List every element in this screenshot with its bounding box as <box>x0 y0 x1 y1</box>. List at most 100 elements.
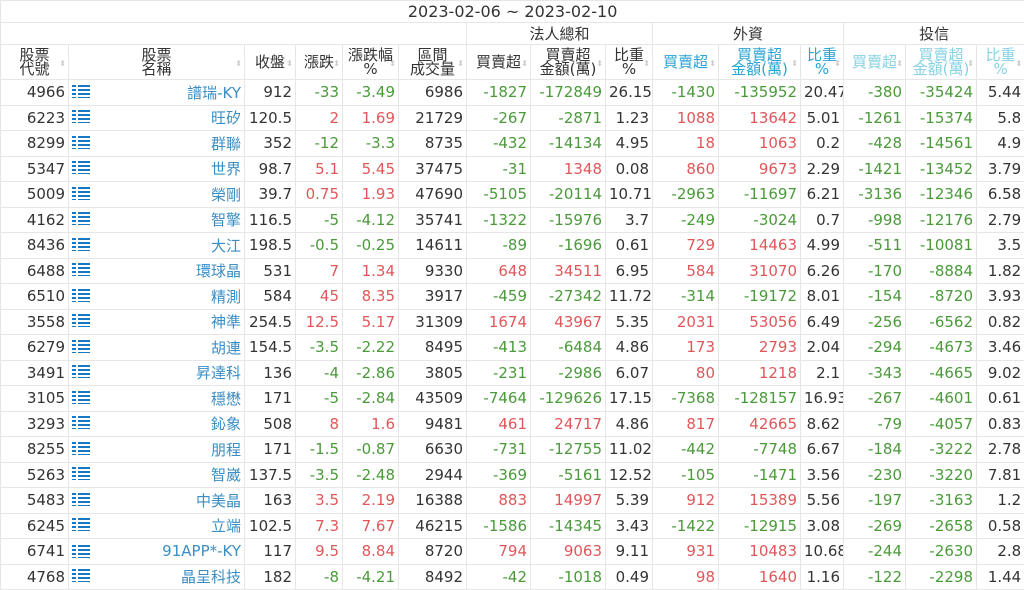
sort-icon[interactable]: ⬍ <box>967 59 974 68</box>
sort-icon[interactable]: ⬍ <box>457 59 464 68</box>
cell-stock-name[interactable]: 晶呈科技 <box>68 563 245 590</box>
sort-icon[interactable]: ⬍ <box>333 59 340 68</box>
table-row[interactable]: 6741 91APP*-KY 117 9.5 8.84 8720 794 9063 9.11 93… <box>0 538 1024 565</box>
list-icon[interactable] <box>72 569 90 583</box>
header-trust-amount[interactable]: 買賣超 金額(萬) ⬍ <box>905 44 977 80</box>
stock-name-link[interactable]: 智崴 <box>210 466 241 485</box>
stock-name-link[interactable]: 譜瑞-KY <box>187 83 241 102</box>
stock-name-link[interactable]: 世界 <box>210 160 241 179</box>
list-icon[interactable] <box>72 492 90 506</box>
sort-icon[interactable]: ⬍ <box>521 59 528 68</box>
table-row[interactable]: 3558 神準 254.5 12.5 5.17 31309 1674 43967 5.35 203… <box>0 308 1024 335</box>
list-icon[interactable] <box>72 314 90 328</box>
stock-name-link[interactable]: 立端 <box>210 517 241 536</box>
cell-stock-name[interactable]: 神準 <box>68 308 245 335</box>
sort-icon[interactable]: ⬍ <box>286 59 293 68</box>
list-icon[interactable] <box>72 416 90 430</box>
table-row[interactable]: 5009 榮剛 39.7 0.75 1.93 47690 -5105 -20114 10.71-… <box>0 181 1024 208</box>
table-row[interactable]: 6510 精測 584 45 8.35 3917 -459 -27342 11.72 -314 -1… <box>0 283 1024 310</box>
cell-stock-name[interactable]: 智擎 <box>68 206 245 233</box>
table-row[interactable]: 4768 晶呈科技 182 -8 -4.21 8492 -42 -1018 0.49 98 1640… <box>0 563 1024 590</box>
table-row[interactable]: 4966 譜瑞-KY 912 -33 -3.49 6986 -1827 -172849 26.1… <box>0 79 1024 106</box>
sort-icon[interactable]: ⬍ <box>896 59 903 68</box>
table-row[interactable]: 3293 鈊象 508 8 1.6 9481 461 24717 4.86 817 42665 8.6… <box>0 410 1024 437</box>
sort-icon[interactable]: ⬍ <box>709 59 716 68</box>
table-row[interactable]: 5483 中美晶 163 3.5 2.19 16388 883 14997 5.39 912 153… <box>0 487 1024 514</box>
stock-name-link[interactable]: 胡連 <box>210 338 241 357</box>
list-icon[interactable] <box>72 135 90 149</box>
stock-name-link[interactable]: 中美晶 <box>195 491 241 510</box>
header-trust-ratio[interactable]: 比重% ⬍ <box>975 44 1024 80</box>
stock-name-link[interactable]: 91APP*-KY <box>162 542 241 561</box>
table-row[interactable]: 3491 昇達科 136 -4 -2.86 3805 -231 -2986 6.07 80 1218… <box>0 359 1024 386</box>
list-icon[interactable] <box>72 161 90 175</box>
table-row[interactable]: 3105 穩懋 171 -5 -2.84 43509 -7464 -129626 17.15 -7… <box>0 385 1024 412</box>
header-inst-net[interactable]: 買賣超 ⬍ <box>466 44 531 80</box>
list-icon[interactable] <box>72 212 90 226</box>
header-inst-ratio[interactable]: 比重% ⬍ <box>605 44 653 80</box>
list-icon[interactable] <box>72 263 90 277</box>
sort-icon[interactable]: ⬍ <box>1015 59 1023 68</box>
stock-name-link[interactable]: 大江 <box>210 236 241 255</box>
cell-stock-name[interactable]: 中美晶 <box>68 487 245 514</box>
table-row[interactable]: 8299 群聯 352 -12 -3.3 8735 -432 -14134 4.95 18 1063… <box>0 130 1024 157</box>
table-row[interactable]: 8255 朋程 171 -1.5 -0.87 6630 -731 -12755 11.02 -44… <box>0 436 1024 463</box>
list-icon[interactable] <box>72 545 90 559</box>
header-foreign-ratio[interactable]: 比重% ⬍ <box>800 44 844 80</box>
stock-name-link[interactable]: 旺矽 <box>210 109 241 128</box>
sort-icon[interactable]: ⬍ <box>59 59 66 68</box>
list-icon[interactable] <box>72 365 90 379</box>
sort-icon[interactable]: ⬍ <box>834 59 841 68</box>
stock-name-link[interactable]: 群聯 <box>210 134 241 153</box>
cell-stock-name[interactable]: 91APP*-KY <box>68 538 245 565</box>
sort-icon[interactable]: ⬍ <box>596 59 603 68</box>
cell-stock-name[interactable]: 群聯 <box>68 130 245 157</box>
list-icon[interactable] <box>72 467 90 481</box>
table-row[interactable]: 6223 旺矽 120.5 2 1.69 21729 -267 -2871 1.23 1088 13… <box>0 104 1024 131</box>
sort-icon[interactable]: ⬍ <box>235 59 242 68</box>
header-volume[interactable]: 區間 成交量 ⬍ <box>398 44 467 80</box>
cell-stock-name[interactable]: 鈊象 <box>68 410 245 437</box>
table-row[interactable]: 6279 胡連 154.5 -3.5 -2.22 8495 -413 -6484 4.86 173… <box>0 334 1024 361</box>
table-row[interactable]: 6245 立端 102.5 7.3 7.67 46215 -1586 -14345 3.43 -1… <box>0 512 1024 539</box>
sort-icon[interactable]: ⬍ <box>643 59 650 68</box>
cell-stock-name[interactable]: 大江 <box>68 232 245 259</box>
list-icon[interactable] <box>72 84 90 98</box>
cell-stock-name[interactable]: 譜瑞-KY <box>68 79 245 106</box>
cell-stock-name[interactable]: 朋程 <box>68 436 245 463</box>
header-stock-name[interactable]: 股票 名稱 ⬍ <box>68 44 245 80</box>
cell-stock-name[interactable]: 旺矽 <box>68 104 245 131</box>
header-change-pct[interactable]: 漲跌幅% ⬍ <box>342 44 399 80</box>
table-row[interactable]: 5263 智崴 137.5 -3.5 -2.48 2944 -369 -5161 12.52 -1… <box>0 461 1024 488</box>
stock-name-link[interactable]: 昇達科 <box>195 364 241 383</box>
header-foreign-amount[interactable]: 買賣超 金額(萬) ⬍ <box>718 44 801 80</box>
header-change[interactable]: 漲跌 ⬍ <box>295 44 343 80</box>
cell-stock-name[interactable]: 世界 <box>68 155 245 182</box>
cell-stock-name[interactable]: 昇達科 <box>68 359 245 386</box>
stock-name-link[interactable]: 環球晶 <box>195 262 241 281</box>
cell-stock-name[interactable]: 穩懋 <box>68 385 245 412</box>
cell-stock-name[interactable]: 立端 <box>68 512 245 539</box>
cell-stock-name[interactable]: 環球晶 <box>68 257 245 284</box>
table-row[interactable]: 8436 大江 198.5 -0.5 -0.25 14611 -89 -1696 0.61 729… <box>0 232 1024 259</box>
list-icon[interactable] <box>72 186 90 200</box>
stock-name-link[interactable]: 朋程 <box>210 440 241 459</box>
table-row[interactable]: 4162 智擎 116.5 -5 -4.12 35741 -1322 -15976 3.7 -24… <box>0 206 1024 233</box>
stock-name-link[interactable]: 智擎 <box>210 211 241 230</box>
stock-name-link[interactable]: 鈊象 <box>210 415 241 434</box>
table-row[interactable]: 5347 世界 98.7 5.1 5.45 37475 -31 1348 0.08 860 9673… <box>0 155 1024 182</box>
header-close[interactable]: 收盤 ⬍ <box>244 44 296 80</box>
list-icon[interactable] <box>72 390 90 404</box>
sort-icon[interactable]: ⬍ <box>791 59 798 68</box>
header-trust-net[interactable]: 買賣超 ⬍ <box>843 44 906 80</box>
stock-name-link[interactable]: 榮剛 <box>210 185 241 204</box>
list-icon[interactable] <box>72 518 90 532</box>
list-icon[interactable] <box>72 288 90 302</box>
stock-name-link[interactable]: 神準 <box>210 313 241 332</box>
cell-stock-name[interactable]: 胡連 <box>68 334 245 361</box>
header-stock-code[interactable]: 股票 代號 ⬍ <box>0 44 69 80</box>
table-row[interactable]: 6488 環球晶 531 7 1.34 9330 648 34511 6.95 584 31070 6… <box>0 257 1024 284</box>
list-icon[interactable] <box>72 441 90 455</box>
list-icon[interactable] <box>72 237 90 251</box>
sort-icon[interactable]: ⬍ <box>389 59 396 68</box>
